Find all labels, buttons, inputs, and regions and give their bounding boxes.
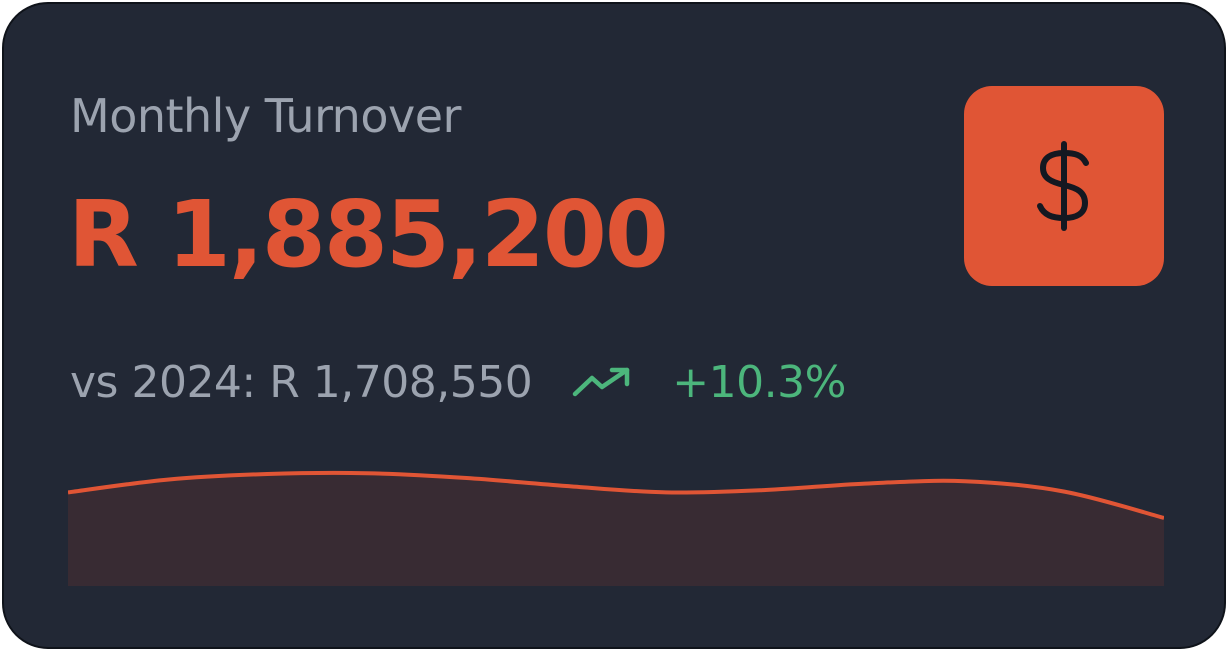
turnover-value: R 1,885,200 — [68, 181, 669, 288]
sparkline-chart — [68, 470, 1164, 586]
dollar-button[interactable] — [964, 86, 1164, 286]
sparkline-area — [68, 472, 1164, 586]
dollar-icon — [1029, 136, 1099, 236]
comparison-label: vs 2024: R 1,708,550 — [70, 356, 533, 408]
comparison-row: vs 2024: R 1,708,550 +10.3% — [70, 352, 846, 412]
sparkline-line — [68, 470, 1164, 520]
card-title: Monthly Turnover — [70, 89, 461, 143]
trending-up-icon — [572, 366, 632, 398]
change-percentage: +10.3% — [672, 356, 846, 408]
